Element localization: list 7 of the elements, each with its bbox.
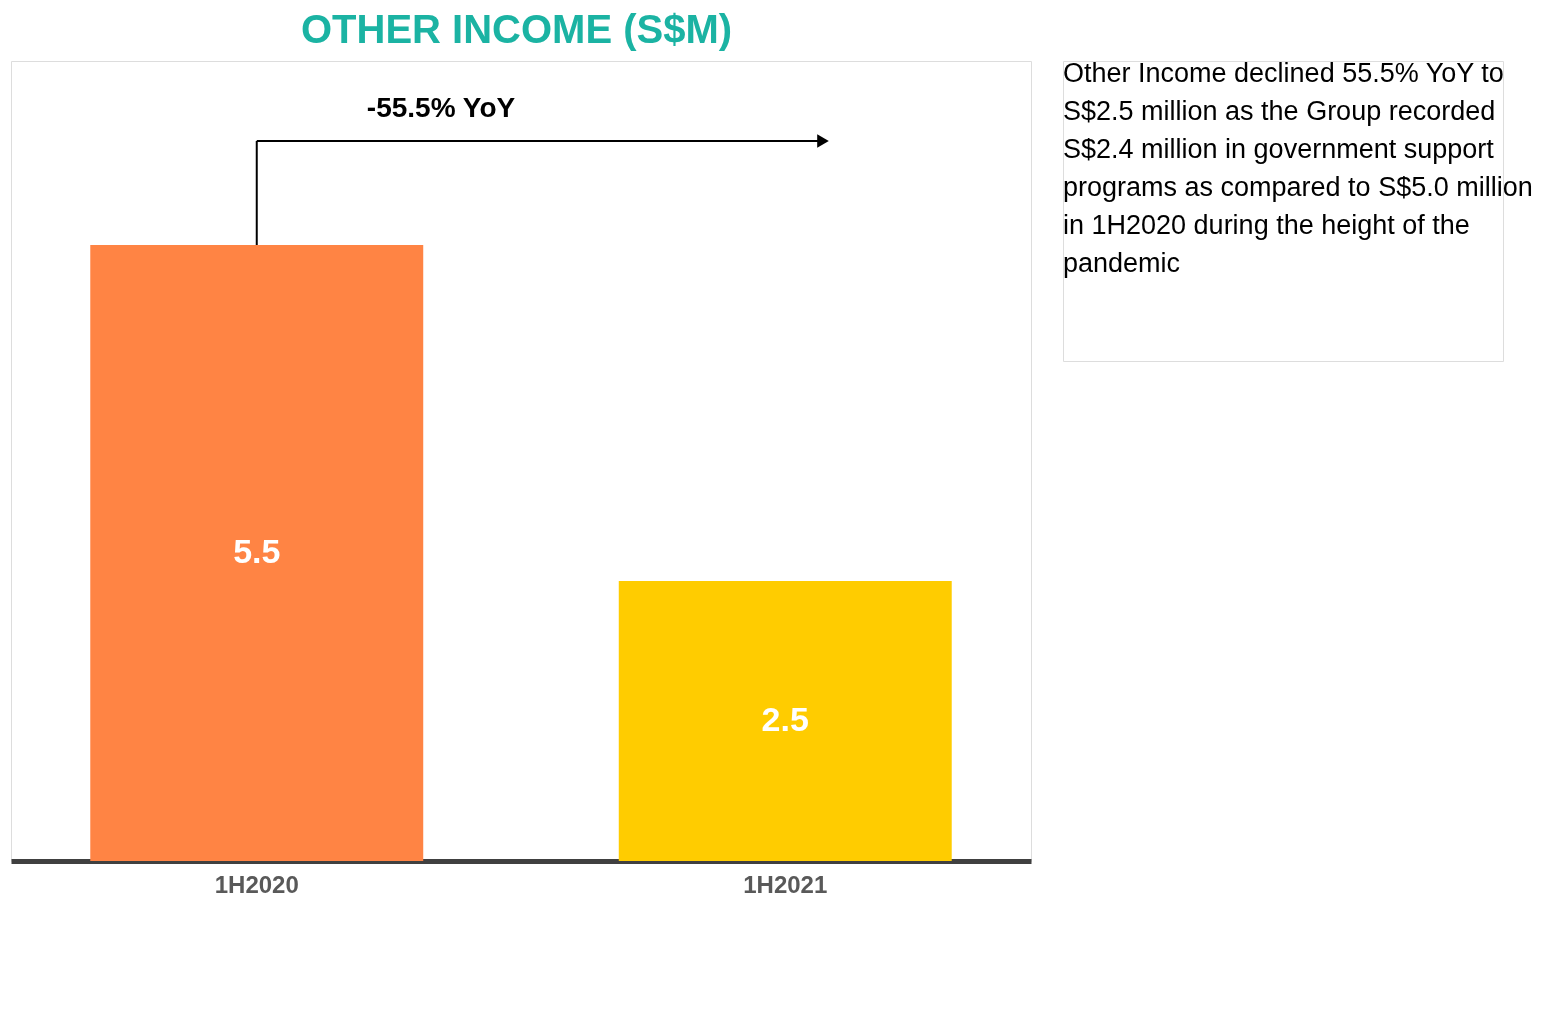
x-tick-label: 1H2020 xyxy=(214,870,299,898)
x-tick-label: 1H2021 xyxy=(743,870,828,898)
data-label: 5.5 xyxy=(233,532,281,570)
chart-title: OTHER INCOME (S$M) xyxy=(301,7,733,51)
text: Other Income declined 55.5% YoY to S$2.5 million as the Group recorded S$2.4 million in government support programs as compared to S$5.0 million in 1H2020 during the height of the pandemic xyxy=(1063,58,1533,278)
data-label: 2.5 xyxy=(761,700,809,738)
text: -55.5% YoY xyxy=(366,92,516,123)
